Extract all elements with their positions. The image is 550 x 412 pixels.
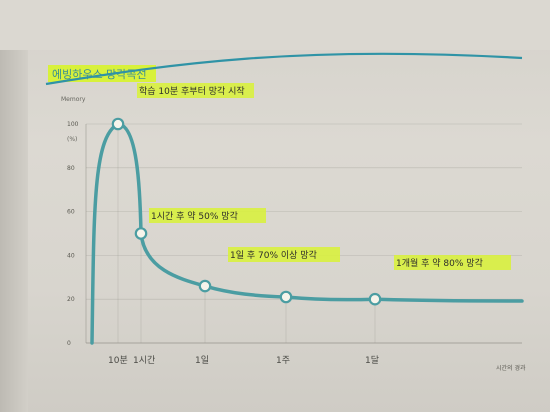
annotation-text: 1개월 후 약 80% 망각 (396, 257, 483, 269)
chart-title: 에빙하우스 망각곡선 (52, 67, 147, 81)
annotation-highlight (149, 208, 266, 223)
x-tick-label: 1주 (276, 355, 290, 366)
curve-layer (90, 122, 524, 345)
y-tick-label: 20 (67, 296, 75, 303)
data-points (111, 117, 382, 306)
annotation-highlight (137, 83, 254, 98)
data-point (198, 279, 212, 293)
page-edge (0, 0, 28, 412)
annotation-highlight (228, 247, 340, 262)
y-axis-label: Memory (61, 96, 86, 103)
y-tick-label: 100 (67, 121, 79, 128)
x-axis-label: 시간의 경과 (496, 364, 526, 372)
x-tick-label: 1달 (365, 354, 379, 366)
annotation-text: 학습 10분 후부터 망각 시작 (139, 85, 245, 97)
y-axis-unit: (%) (67, 136, 77, 143)
top-band (0, 0, 550, 50)
y-tick-label: 40 (67, 252, 75, 259)
x-tick-label: 10분 (108, 355, 128, 366)
x-tick-label: 1시간 (133, 355, 155, 366)
data-point (368, 292, 382, 306)
data-point (279, 290, 293, 304)
title-highlight (48, 65, 156, 82)
memory-curve (90, 122, 524, 345)
annotation-highlight (394, 255, 511, 270)
annotation-text: 1일 후 70% 이상 망각 (230, 249, 317, 261)
title-divider (45, 52, 523, 86)
y-tick-label: 60 (67, 209, 75, 216)
annotation-text: 1시간 후 약 50% 망각 (151, 210, 238, 222)
x-tick-labels: 10분 1시간 1일 1주 1달 (108, 354, 379, 366)
y-tick-labels: 0 20 40 60 80 100 (67, 121, 79, 347)
y-tick-label: 0 (67, 340, 71, 347)
data-point (111, 117, 125, 131)
y-tick-label: 80 (67, 165, 75, 172)
data-point (134, 227, 148, 240)
x-tick-label: 1일 (195, 355, 209, 366)
annotation-layer: 학습 10분 후부터 망각 시작 1시간 후 약 50% 망각 1일 후 70% 이… (137, 83, 511, 270)
grid-layer (85, 123, 522, 344)
